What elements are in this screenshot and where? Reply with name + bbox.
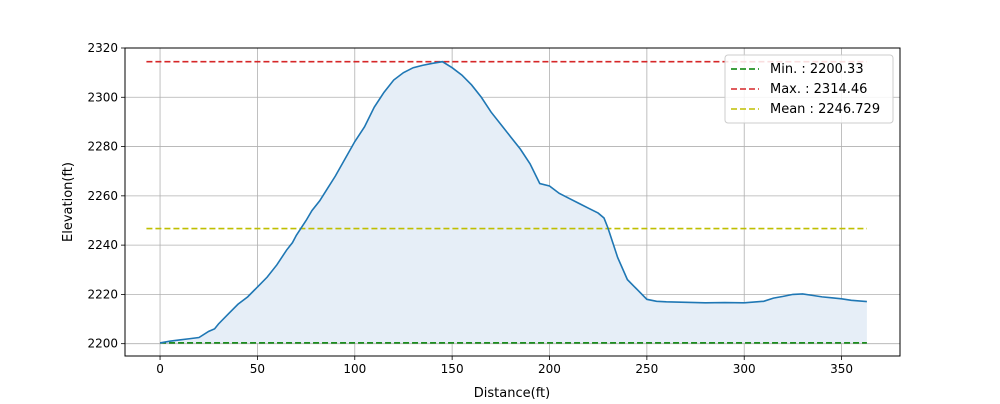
y-tick-label: 2200 xyxy=(87,337,118,351)
profile-line xyxy=(159,60,867,344)
plot-frame xyxy=(124,47,901,357)
x-tick-label: 300 xyxy=(733,362,756,376)
legend-box xyxy=(724,54,894,124)
x-tick-label: 50 xyxy=(250,362,265,376)
y-tick-label: 2220 xyxy=(87,287,118,301)
profile-area xyxy=(160,61,867,343)
profile-fill xyxy=(160,61,867,343)
legend-label: Mean : 2246.729 xyxy=(770,102,880,117)
y-tick-label: 2240 xyxy=(87,238,118,252)
y-tick-label: 2300 xyxy=(87,90,118,104)
profile-line-group xyxy=(159,60,867,344)
reference-lines xyxy=(146,60,867,344)
legend: Min. : 2200.33 Max. : 2314.46 Mean : 2246.… xyxy=(724,54,894,124)
x-tick-label: 200 xyxy=(538,362,561,376)
y-tick-label: 2260 xyxy=(87,189,118,203)
y-axis-ticks: 2200 2220 2240 2260 2280 2300 2320 xyxy=(87,41,125,351)
x-axis-ticks: 0 50 100 150 200 250 300 350 xyxy=(156,356,853,376)
y-tick-label: 2280 xyxy=(87,140,118,154)
x-tick-label: 150 xyxy=(441,362,464,376)
y-tick-label: 2320 xyxy=(87,41,118,55)
legend-label: Min. : 2200.33 xyxy=(770,62,864,77)
x-tick-label: 0 xyxy=(156,362,164,376)
x-tick-label: 350 xyxy=(830,362,853,376)
legend-label: Max. : 2314.46 xyxy=(770,82,867,97)
x-axis-label: Distance(ft) xyxy=(474,386,550,400)
x-tick-label: 250 xyxy=(635,362,658,376)
y-axis-label: Elevation(ft) xyxy=(61,162,76,242)
x-tick-label: 100 xyxy=(343,362,366,376)
